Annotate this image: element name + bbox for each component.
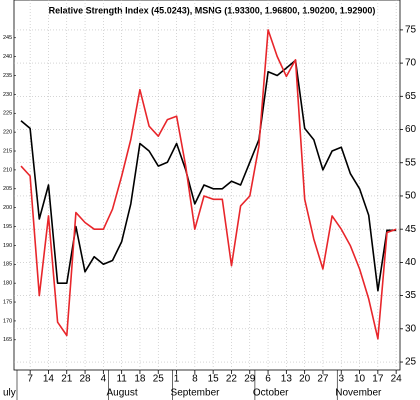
x-tick-label: 8 xyxy=(192,374,198,385)
x-tick-label: 3 xyxy=(338,374,344,385)
y-tick-label: 185 xyxy=(3,262,12,268)
x-tick-label: 28 xyxy=(79,374,91,385)
y-tick-label: 200 xyxy=(3,205,12,211)
series-line xyxy=(20,29,397,340)
x-tick-label: 13 xyxy=(281,374,293,385)
x-tick-label: 29 xyxy=(244,374,256,385)
y-tick-label: 240 xyxy=(3,54,12,60)
x-tick-label: 11 xyxy=(116,374,127,385)
y2-tick-label: 35 xyxy=(405,290,417,301)
y-tick-label: 190 xyxy=(3,243,12,249)
y-tick-label: 175 xyxy=(3,299,12,305)
y2-tick-label: 65 xyxy=(405,91,417,102)
chart-title: Relative Strength Index (45.0243), MSNG … xyxy=(49,5,376,15)
x-tick-label: 22 xyxy=(226,374,238,385)
y2-tick-label: 45 xyxy=(405,224,417,235)
x-tick-label: 21 xyxy=(61,374,73,385)
x-tick-label: 4 xyxy=(101,374,107,385)
x-tick-label: 27 xyxy=(317,374,329,385)
y2-tick-label: 25 xyxy=(405,357,417,368)
x-tick-label: 6 xyxy=(265,374,271,385)
y-tick-label: 215 xyxy=(3,148,12,154)
y2-tick-label: 75 xyxy=(405,25,417,36)
y-tick-label: 180 xyxy=(3,281,12,287)
y-tick-label: 235 xyxy=(3,73,12,79)
y-tick-label: 210 xyxy=(3,167,12,173)
x-month-label: September xyxy=(171,388,221,399)
x-month-label: November xyxy=(335,388,382,399)
y-tick-label: 170 xyxy=(3,318,12,324)
x-tick-label: 14 xyxy=(43,374,55,385)
y-tick-label: 245 xyxy=(3,35,12,41)
y-tick-label: 225 xyxy=(3,111,12,117)
x-tick-label: 15 xyxy=(208,374,220,385)
x-tick-label: 20 xyxy=(299,374,311,385)
x-month-label: uly xyxy=(3,388,16,399)
y-tick-label: 205 xyxy=(3,186,12,192)
y-tick-label: 220 xyxy=(3,130,12,136)
series-line xyxy=(20,59,397,292)
x-tick-label: 1 xyxy=(174,374,180,385)
x-tick-label: 17 xyxy=(372,374,384,385)
y-tick-label: 230 xyxy=(3,92,12,98)
x-tick-label: 10 xyxy=(354,374,366,385)
y2-tick-label: 55 xyxy=(405,157,417,168)
x-tick-label: 25 xyxy=(153,374,165,385)
y2-tick-label: 40 xyxy=(405,257,417,268)
y-tick-label: 165 xyxy=(3,337,12,343)
x-tick-label: 7 xyxy=(27,374,33,385)
y2-tick-label: 60 xyxy=(405,124,417,135)
y2-tick-label: 70 xyxy=(405,58,417,69)
x-tick-label: 24 xyxy=(391,374,403,385)
y-tick-label: 195 xyxy=(3,224,12,230)
y2-tick-label: 30 xyxy=(405,323,417,334)
x-month-label: October xyxy=(253,388,289,399)
x-tick-label: 18 xyxy=(134,374,146,385)
plot-area xyxy=(13,0,401,371)
x-month-label: August xyxy=(107,388,138,399)
y2-tick-label: 50 xyxy=(405,191,417,202)
